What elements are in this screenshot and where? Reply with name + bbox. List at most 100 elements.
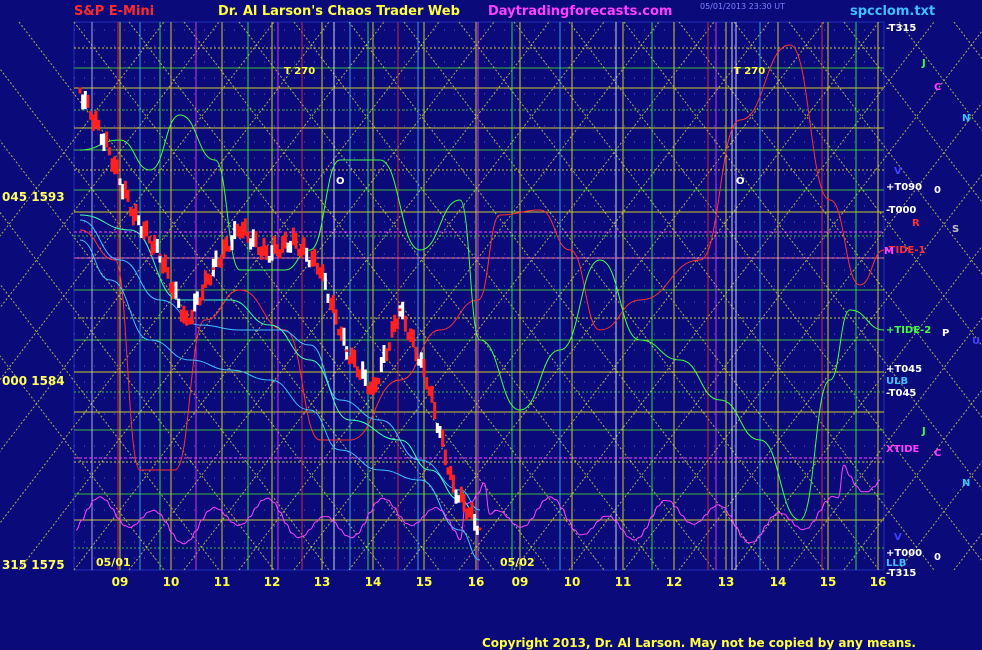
price-point [265,253,269,257]
planet-label: 0 [934,185,941,196]
price-bar [321,264,325,282]
price-bar [470,502,474,520]
price-bar [227,245,231,252]
right-label: +TIDE-2 [886,325,931,336]
planet-label: C [934,448,941,459]
tide2-curve [79,114,885,521]
price-bar [286,242,290,253]
right-label: -T000 [886,205,916,216]
price-bar [107,147,111,156]
price-bar [81,94,85,110]
price-point [345,349,349,353]
planet-label: P [942,328,949,339]
planet-label: 0 [934,552,941,563]
price-bar [214,250,218,268]
diag-line-down [568,21,982,562]
planet-label: N [962,478,970,489]
price-bar [187,317,191,325]
planet-label: M [884,246,894,257]
diag-line-up [788,317,982,571]
curve-layer [75,44,885,561]
planet-label: R [912,218,920,229]
diag-line-up [623,102,982,571]
price-bar [262,237,266,256]
data-file-name: spcclom.txt [850,4,936,19]
price-bar [145,220,149,237]
price-bar [171,281,175,299]
diag-line-up [0,21,275,381]
hour-label: 12 [264,575,281,589]
price-bar [134,203,138,221]
hour-label: 10 [163,575,180,589]
price-bar [417,358,421,366]
price-bar [150,241,154,256]
right-label: +T045 [886,364,922,375]
planet-label: T 270 [734,66,765,77]
lower-band [79,239,481,561]
label-layer: 09 10 11 12 13 14 15 16 09 10 11 12 13 14 15 16 05/01 05/… [96,23,980,589]
price-bar [102,133,106,151]
diag-line-down [623,21,982,490]
price-bar [126,189,130,202]
price-point [425,376,429,380]
price-point [371,390,375,394]
planet-label: U [972,336,980,347]
price-bar [457,495,461,503]
upper-band [79,219,481,511]
price-bar [273,235,277,254]
price-bar [270,245,274,261]
price-bar [403,315,407,332]
price-bar [369,381,373,395]
price-bar [462,493,466,512]
price-bar [139,226,143,238]
price-bar [443,449,447,466]
diag-line-up [568,30,982,571]
right-label: XTIDE [886,444,920,455]
price-bar [249,238,253,250]
diag-line-up [0,21,220,309]
price-bar [161,257,165,274]
day-label: 05/01 [96,556,131,569]
price-bar [265,245,269,260]
price-bar [267,255,271,263]
price-bar [419,352,423,368]
price-bar [422,359,426,377]
price-bar [121,183,125,200]
y-label-mid: 000 1584 [2,374,65,388]
hour-label: 16 [870,575,887,589]
price-point [318,267,322,271]
planet-label: O [736,176,745,187]
price-bar [438,426,442,438]
y-label-bottom: 315 1575 [2,558,65,572]
price-bar [435,423,439,433]
price-bar [337,328,341,336]
price-bar [427,386,431,396]
price-bar [83,90,87,109]
price-bar [206,273,210,285]
price-bar [326,293,330,303]
price-bar [118,178,122,186]
price-bar [347,356,351,365]
diag-line-up [238,21,660,571]
price-bar [137,215,141,226]
price-bar [209,274,213,286]
price-bar [281,235,285,253]
hour-label: 12 [666,575,683,589]
price-bar [97,119,101,131]
price-point [211,267,215,271]
price-bar [131,208,135,226]
price-bar [201,284,205,301]
price-bar [105,131,109,148]
right-label: -T315 [886,568,916,579]
diag-line-up [458,21,880,571]
price-bar [451,474,455,493]
diag-line-up [403,21,825,571]
price-bar [414,346,418,362]
website-link[interactable]: Daytradingforecasts.com [488,4,673,19]
diag-line-up [733,245,982,571]
price-bar [195,291,199,305]
price-bar [257,247,261,255]
price-bar [203,270,207,288]
price-bar [318,268,322,279]
